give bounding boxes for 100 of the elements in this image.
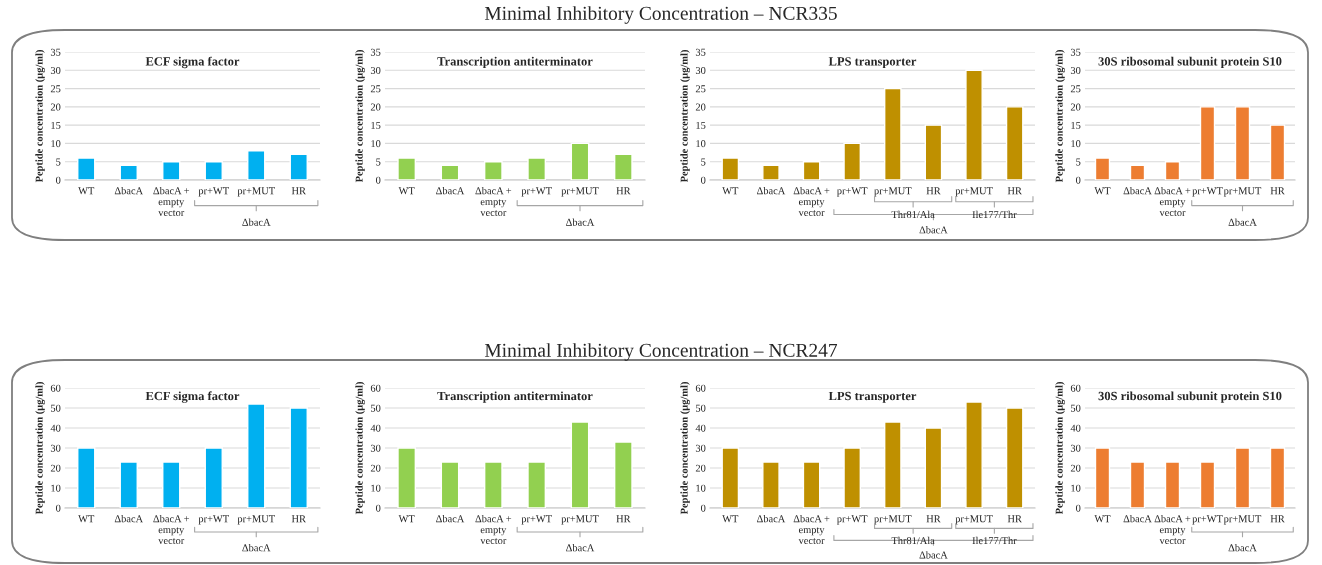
bar — [613, 441, 633, 508]
bar — [883, 87, 902, 180]
text: Thr81/Ala — [891, 210, 935, 219]
y-tick-label: 50 — [696, 404, 706, 412]
x-tick-label: ΔbacA — [757, 186, 786, 195]
bar — [721, 157, 740, 180]
bar — [965, 69, 983, 180]
text: Minimal Inhibitory Concentration – NCR247 — [484, 343, 838, 361]
y-tick-label: 10 — [696, 140, 706, 148]
y-tick-label: 50 — [51, 404, 61, 412]
chart-title: Transcription antiterminator — [437, 391, 593, 403]
y-axis-title: Peptide concentration (µg/ml) — [35, 50, 45, 183]
y-axis-title: Peptide concentration (µg/ml) — [680, 382, 690, 515]
x-tick-label: HR — [926, 515, 941, 523]
x-tick-label: pr+MUT — [1223, 187, 1262, 197]
bar — [440, 164, 460, 180]
x-tick-label: ΔbacA + empty vector — [793, 186, 830, 217]
y-tick-label: 20 — [1070, 103, 1081, 111]
y-tick-label: 20 — [50, 464, 61, 472]
text: ΔbacA — [566, 544, 595, 552]
y-axis-title: Peptide concentration (µg/ml) — [1055, 382, 1065, 515]
y-tick-label: 30 — [50, 66, 61, 74]
bar — [802, 461, 821, 508]
bar — [119, 461, 138, 508]
bar — [162, 161, 181, 180]
y-tick-label: 40 — [50, 424, 61, 432]
x-tick-label: WT — [398, 187, 415, 195]
chart-title: LPS transporter — [828, 57, 917, 69]
y-tick-label: 5 — [701, 158, 706, 166]
bar — [1005, 407, 1024, 508]
y-axis-title: Peptide concentration (µg/ml) — [680, 50, 690, 183]
y-tick-label: 5 — [56, 158, 61, 166]
y-tick-label: 15 — [371, 121, 381, 129]
bar — [570, 421, 590, 508]
x-tick-label: pr+MUT — [561, 515, 599, 525]
text: ΔbacA — [242, 218, 271, 226]
x-tick-label: pr+MUT — [874, 515, 912, 525]
x-tick-label: pr+MUT — [237, 187, 275, 197]
x-tick-label: HR — [291, 187, 306, 195]
y-tick-label: 0 — [56, 176, 61, 184]
x-tick-label: HR — [1270, 187, 1285, 195]
bar — [204, 447, 223, 508]
x-tick-label: HR — [1270, 515, 1285, 523]
x-tick-label: pr+WT — [836, 515, 868, 525]
bar — [843, 447, 862, 508]
y-tick-label: 20 — [370, 103, 381, 111]
x-tick-label: pr+MUT — [874, 187, 912, 197]
x-tick-label: pr+WT — [198, 187, 229, 197]
y-tick-label: 60 — [1070, 384, 1081, 392]
y-tick-label: 0 — [56, 504, 61, 512]
y-tick-label: 40 — [1070, 424, 1081, 432]
y-tick-label: 10 — [696, 484, 706, 492]
x-tick-label: HR — [1007, 187, 1022, 195]
x-tick-label: pr+WT — [521, 515, 552, 525]
text: Minimal Inhibitory Concentration – NCR335 — [484, 6, 837, 24]
chart-title: ECF sigma factor — [145, 391, 240, 403]
y-tick-label: 50 — [1071, 404, 1081, 412]
x-tick-label: ΔbacA + empty vector — [153, 186, 190, 217]
x-tick-label: ΔbacA — [114, 186, 144, 195]
y-tick-label: 60 — [695, 384, 706, 392]
y-tick-label: 50 — [371, 404, 381, 412]
y-tick-label: 30 — [1070, 66, 1081, 74]
bar — [802, 161, 821, 180]
x-tick-label: pr+WT — [198, 515, 229, 525]
y-tick-label: 60 — [50, 384, 61, 392]
x-tick-label: HR — [1007, 515, 1022, 523]
y-axis-title: Peptide concentration (µg/ml) — [35, 382, 45, 515]
text: Ile177/Thr — [972, 536, 1017, 545]
x-tick-label: ΔbacA + empty vector — [475, 514, 512, 545]
y-tick-label: 15 — [1071, 121, 1081, 129]
bar — [1005, 106, 1024, 180]
bar — [77, 447, 96, 508]
y-tick-label: 0 — [701, 176, 706, 184]
chart-title: LPS transporter — [828, 391, 917, 403]
y-tick-label: 0 — [701, 504, 706, 512]
bar — [162, 461, 181, 508]
bar — [527, 461, 547, 508]
x-tick-label: ΔbacA — [436, 186, 465, 195]
bar — [883, 421, 902, 508]
y-tick-label: 30 — [695, 66, 706, 74]
x-tick-label: ΔbacA + empty vector — [1154, 514, 1191, 545]
x-tick-label: HR — [616, 515, 631, 523]
y-tick-label: 20 — [370, 464, 381, 472]
y-tick-label: 35 — [695, 48, 706, 56]
y-tick-label: 5 — [376, 158, 381, 166]
y-tick-label: 10 — [371, 484, 381, 492]
y-tick-label: 30 — [1070, 444, 1081, 452]
y-tick-label: 25 — [1070, 85, 1081, 93]
x-tick-label: ΔbacA — [1123, 186, 1152, 195]
y-tick-label: 0 — [1076, 176, 1081, 184]
x-tick-label: pr+MUT — [237, 515, 275, 525]
bar — [1094, 157, 1111, 180]
bar — [483, 161, 503, 180]
x-tick-label: pr+WT — [1192, 515, 1223, 525]
x-tick-label: pr+WT — [836, 187, 868, 197]
y-tick-label: 20 — [1070, 464, 1081, 472]
x-tick-label: pr+WT — [521, 187, 552, 197]
x-tick-label: WT — [78, 515, 95, 523]
y-tick-label: 35 — [1070, 48, 1081, 56]
x-tick-label: HR — [926, 187, 941, 195]
